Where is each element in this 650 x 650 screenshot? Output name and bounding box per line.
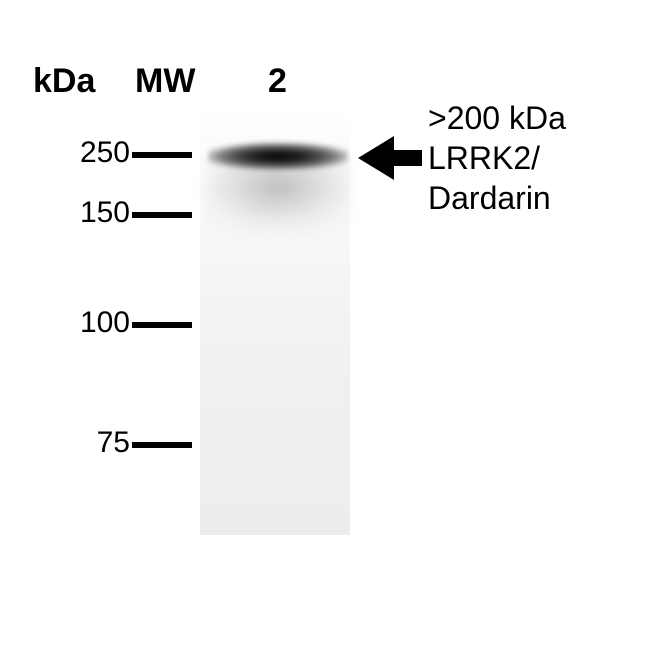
annotation-line: Dardarin	[428, 178, 566, 218]
mw-tick	[132, 322, 192, 328]
mw-tick	[132, 212, 192, 218]
arrow-head-icon	[358, 136, 394, 180]
blot-figure: kDa MW 2 250 150 100 75 >200 kDa LRRK2/ Dar…	[0, 0, 650, 650]
arrow-shaft	[394, 150, 422, 166]
mw-tick	[132, 442, 192, 448]
annotation-line: LRRK2/	[428, 138, 566, 178]
band-annotation: >200 kDa LRRK2/ Dardarin	[428, 98, 566, 218]
mw-tick	[132, 152, 192, 158]
mw-label: 250	[80, 136, 130, 170]
unit-label: kDa	[33, 62, 95, 101]
mw-label: 150	[80, 196, 130, 230]
mw-header: MW	[135, 62, 195, 101]
lane-header: 2	[268, 62, 287, 101]
protein-band	[208, 140, 348, 173]
annotation-line: >200 kDa	[428, 98, 566, 138]
mw-label: 75	[97, 426, 130, 460]
band-arrow	[358, 136, 422, 180]
mw-label: 100	[80, 306, 130, 340]
